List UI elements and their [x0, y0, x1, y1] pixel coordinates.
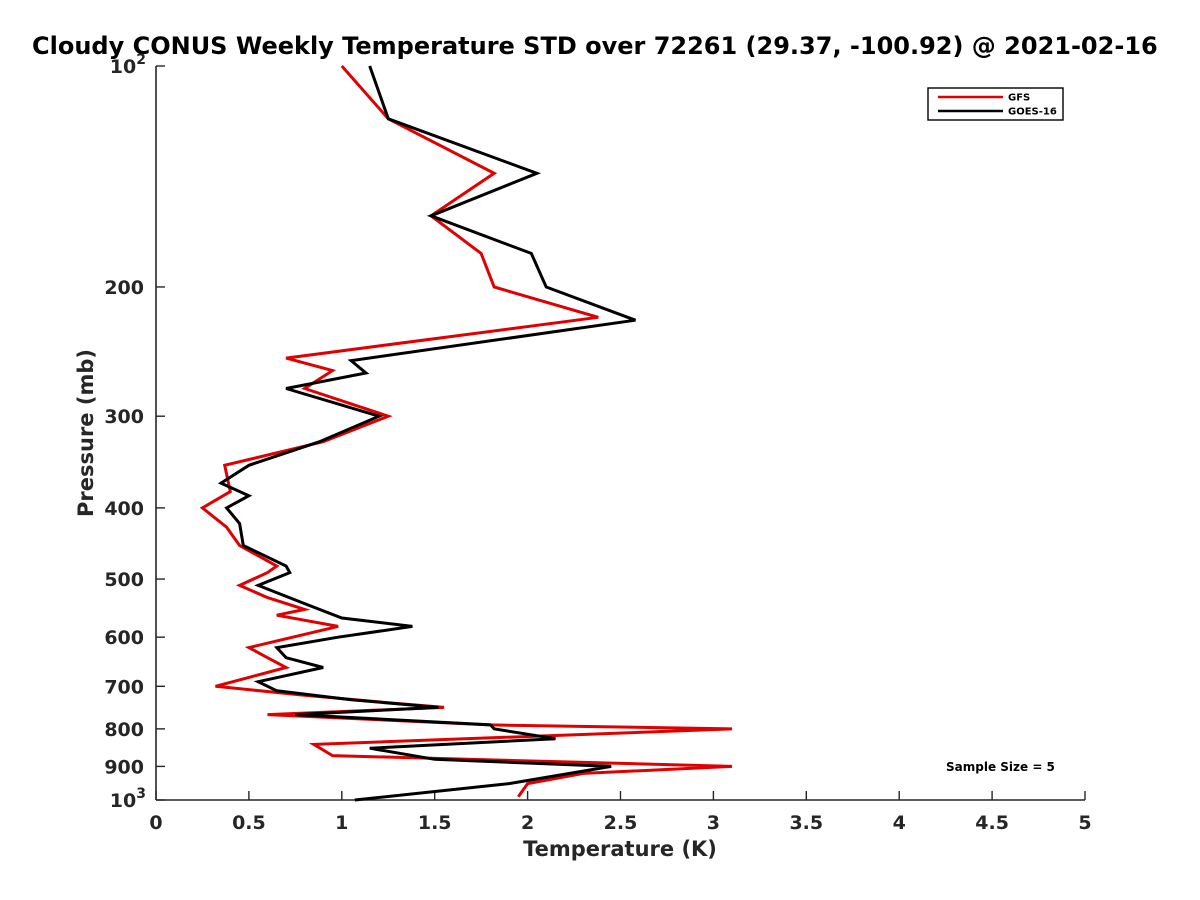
x-tick-label: 4.5 [975, 812, 1009, 834]
series-line-gfs [199, 65, 733, 798]
legend-label: GOES-16 [1008, 107, 1057, 118]
chart-title: Cloudy CONUS Weekly Temperature STD over… [32, 32, 1158, 60]
legend-label: GFS [1008, 93, 1030, 104]
x-tick-label: 1 [335, 812, 348, 834]
y-tick-label: 600 [104, 627, 144, 649]
y-tick-label: 102 [110, 52, 146, 78]
y-tick-label: 700 [104, 676, 144, 698]
y-tick-label: 400 [104, 498, 144, 520]
x-tick-label: 3 [707, 812, 720, 834]
y-tick-label: 800 [104, 719, 144, 741]
x-axis-label: Temperature (K) [523, 837, 717, 861]
series-line-goes-16 [217, 65, 636, 802]
y-tick-label-exponent: 3 [136, 786, 146, 802]
x-tick-label: 2 [521, 812, 534, 834]
x-tick-label: 0 [149, 812, 162, 834]
y-tick-label: 900 [104, 756, 144, 778]
legend-box [927, 87, 1064, 121]
x-tick-label: 3.5 [789, 812, 823, 834]
y-tick-label: 200 [104, 277, 144, 299]
y-tick-label-base: 10 [110, 56, 136, 78]
x-tick-label: 5 [1078, 812, 1091, 834]
x-tick-label: 2.5 [604, 812, 638, 834]
axes: 0 0.5 1 1.5 2 2.5 3 3.5 4 4.5 51022003004005006007… [104, 52, 1091, 834]
y-tick-label: 103 [110, 786, 146, 812]
y-axis-label: Pressure (mb) [74, 349, 98, 517]
y-tick-label-base: 10 [110, 790, 136, 812]
y-tick-label: 300 [104, 406, 144, 428]
legend: GFS GOES-16 [927, 87, 1064, 121]
y-tick-label: 500 [104, 569, 144, 591]
x-tick-label: 1.5 [418, 812, 452, 834]
x-tick-label: 4 [893, 812, 906, 834]
series-layer [199, 65, 733, 802]
y-tick-label-exponent: 2 [136, 52, 146, 68]
sample-size-annotation: Sample Size = 5 [946, 760, 1055, 774]
x-tick-label: 0.5 [232, 812, 266, 834]
